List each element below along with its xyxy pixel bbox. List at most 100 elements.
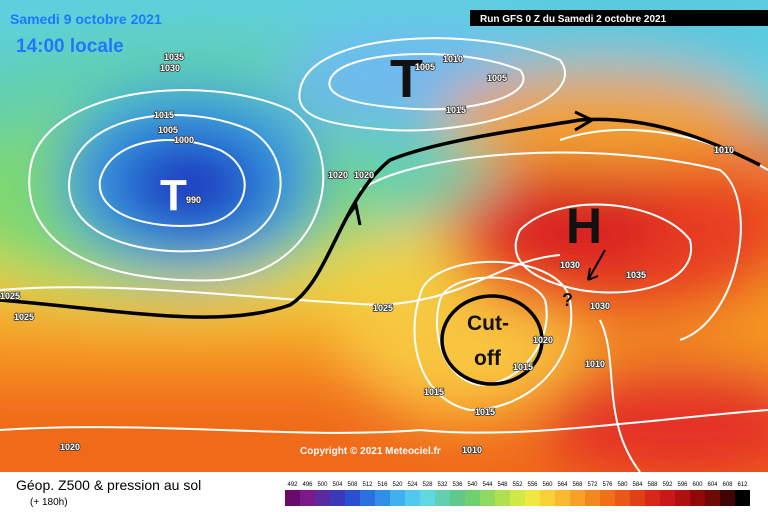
colorbar-cell [405, 490, 420, 506]
colorbar-cell [465, 490, 480, 506]
colorbar-cell [570, 490, 585, 506]
colorbar-label: 604 [707, 482, 718, 488]
colorbar-label: 580 [617, 482, 628, 488]
isobar-label: 1015 [446, 105, 466, 115]
colorbar-label: 560 [542, 482, 553, 488]
colorbar-cell [555, 490, 570, 506]
run-label: Run GFS 0 Z du Samedi 2 octobre 2021 [480, 14, 667, 25]
isobar-label: 1035 [164, 52, 184, 62]
isobar-labels: 1035103010101005100510151015100510001020… [0, 51, 735, 456]
cutoff-label: Cut- [467, 312, 509, 335]
colorbar-cell [300, 490, 315, 506]
isobar-label: 1000 [174, 135, 194, 145]
run-box [470, 10, 768, 26]
colorbar-cell [735, 490, 750, 506]
footer-title: Géop. Z500 & pression au sol [16, 477, 201, 493]
colorbar-cell [645, 490, 660, 506]
arrow [587, 249, 606, 281]
jet-stream [0, 117, 761, 319]
isobar-label: 1015 [513, 362, 533, 372]
colorbar-label: 548 [497, 482, 508, 488]
colorbar-label: 496 [302, 482, 313, 488]
isobar-label: 1030 [590, 301, 610, 311]
colorbar-label: 592 [662, 482, 673, 488]
footer-subtitle: (+ 180h) [30, 497, 68, 508]
field [0, 0, 768, 472]
colorbar-label: 516 [377, 482, 388, 488]
low-symbol: T [390, 49, 423, 109]
colorbar-label: 568 [572, 482, 583, 488]
isobar-label: 1035 [626, 270, 646, 280]
colorbar-cell [630, 490, 645, 506]
colorbar-label: 584 [632, 482, 643, 488]
colorbar-cell [285, 490, 300, 506]
isobar-label: 1020 [354, 170, 374, 180]
colorbar-cell [390, 490, 405, 506]
colorbar-cell [660, 490, 675, 506]
jet-arrow [574, 110, 596, 132]
colorbar-label: 588 [647, 482, 658, 488]
colorbar-cell [345, 490, 360, 506]
colorbar-cell [315, 490, 330, 506]
isobar-label: 1020 [60, 442, 80, 452]
colorbar-cell [600, 490, 615, 506]
isobar-label: 1010 [462, 445, 482, 455]
colorbar-label: 508 [347, 482, 358, 488]
colorbar-label: 512 [362, 482, 373, 488]
colorbar-label: 600 [692, 482, 703, 488]
colorbar-label: 492 [287, 482, 298, 488]
colorbar-cell [450, 490, 465, 506]
colorbar-label: 524 [407, 482, 418, 488]
isobar-label: 1025 [14, 312, 34, 322]
time: 14:00 locale [16, 36, 124, 57]
colorbar-label: 540 [467, 482, 478, 488]
isobar-label: 1020 [533, 335, 553, 345]
colorbar-label: 544 [482, 482, 493, 488]
colorbar-cell [375, 490, 390, 506]
colorbar-label: 500 [317, 482, 328, 488]
isobar-label: 1010 [443, 54, 463, 64]
jet-arrow [343, 201, 362, 226]
colorbar-cell [720, 490, 735, 506]
colorbar-label: 576 [602, 482, 613, 488]
isobar-label: 1010 [714, 145, 734, 155]
cutoff-circle [440, 294, 544, 386]
colorbar-label: 536 [452, 482, 463, 488]
isobar-label: 990 [186, 195, 201, 205]
colorbar-label: 556 [527, 482, 538, 488]
colorbar: 492 496 500 504 508 512 516 520 524 528 532 536 540 5… [285, 482, 750, 506]
colorbar-cell [690, 490, 705, 506]
colorbar-cell [360, 490, 375, 506]
colorbar-cell [675, 490, 690, 506]
low-symbol: T [160, 171, 187, 220]
cutoff-label: off [474, 347, 502, 370]
isobar-label: 1005 [158, 125, 178, 135]
colorbar-label: 572 [587, 482, 598, 488]
colorbar-cell [705, 490, 720, 506]
isobar-label: 1025 [373, 303, 393, 313]
isobar-label: 1010 [585, 359, 605, 369]
colorbar-cell [435, 490, 450, 506]
copyright: Copyright © 2021 Meteociel.fr [300, 446, 441, 457]
colorbar-cell [495, 490, 510, 506]
isobar-label: 1005 [487, 73, 507, 83]
colorbar-label: 564 [557, 482, 568, 488]
isobar-label: 1030 [160, 63, 180, 73]
colorbar-label: 596 [677, 482, 688, 488]
isobar-label: 1020 [328, 170, 348, 180]
question-mark: ? [562, 290, 573, 310]
colorbar-cell [525, 490, 540, 506]
colorbar-label: 612 [737, 482, 748, 488]
colorbar-cell [420, 490, 435, 506]
isobar-label: 1030 [560, 260, 580, 270]
isobar-label: 1015 [424, 387, 444, 397]
high-symbol: H [566, 198, 602, 254]
isobar-label: 1005 [415, 62, 435, 72]
colorbar-cell [510, 490, 525, 506]
isobar-label: 1015 [154, 110, 174, 120]
colorbar-cell [330, 490, 345, 506]
colorbar-label: 608 [722, 482, 733, 488]
colorbar-cell [480, 490, 495, 506]
isobar-label: 1025 [0, 291, 20, 301]
